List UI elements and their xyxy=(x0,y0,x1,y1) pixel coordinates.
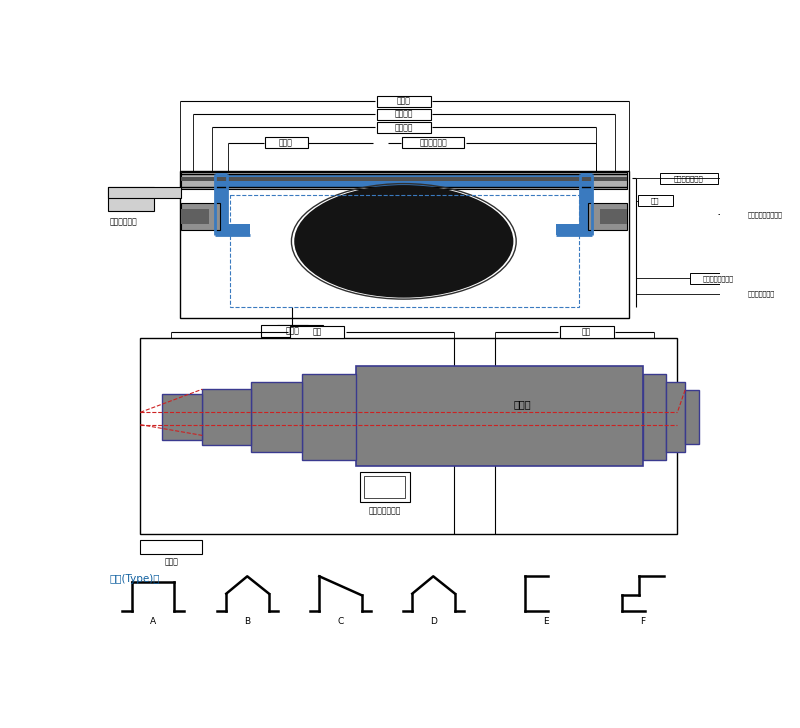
Ellipse shape xyxy=(312,194,495,288)
Ellipse shape xyxy=(315,196,492,287)
Text: F: F xyxy=(640,617,645,626)
Bar xyxy=(364,476,406,498)
Text: 轨道面至干涉物: 轨道面至干涉物 xyxy=(747,290,774,297)
Bar xyxy=(182,203,220,230)
Text: E: E xyxy=(543,617,549,626)
Bar xyxy=(377,96,431,106)
Ellipse shape xyxy=(390,234,418,248)
Text: 支架长: 支架长 xyxy=(164,557,178,566)
Ellipse shape xyxy=(305,191,502,292)
Text: A: A xyxy=(150,617,156,626)
Text: 最短: 最短 xyxy=(582,328,591,337)
Ellipse shape xyxy=(354,216,453,266)
Text: 轨道总宽: 轨道总宽 xyxy=(394,123,413,132)
Bar xyxy=(733,209,798,220)
Text: 干涉物: 干涉物 xyxy=(286,326,299,335)
Bar xyxy=(690,273,748,284)
Ellipse shape xyxy=(344,210,463,272)
Ellipse shape xyxy=(334,205,474,277)
Ellipse shape xyxy=(383,231,425,252)
Ellipse shape xyxy=(326,202,482,281)
Bar xyxy=(230,195,579,306)
Ellipse shape xyxy=(309,192,499,290)
Bar xyxy=(666,382,685,451)
Text: 工作台: 工作台 xyxy=(514,400,531,410)
Ellipse shape xyxy=(322,199,485,283)
Text: 轨道面至护罩下摆: 轨道面至护罩下摆 xyxy=(703,275,734,282)
Text: D: D xyxy=(430,617,437,626)
Ellipse shape xyxy=(337,207,470,276)
Bar xyxy=(202,389,251,445)
Bar xyxy=(214,173,227,235)
Bar xyxy=(659,173,718,183)
Ellipse shape xyxy=(398,238,410,245)
Ellipse shape xyxy=(341,209,467,274)
Bar xyxy=(377,109,431,119)
Bar xyxy=(600,209,627,224)
Ellipse shape xyxy=(348,213,460,270)
Text: C: C xyxy=(337,617,343,626)
Ellipse shape xyxy=(358,218,450,265)
Text: 型式(Type)：: 型式(Type)： xyxy=(110,574,160,584)
Text: 轨道面至护罩固定面: 轨道面至护罩固定面 xyxy=(747,211,782,218)
Text: 护罩宽度: 护罩宽度 xyxy=(394,110,413,119)
Bar xyxy=(162,394,202,440)
Bar xyxy=(214,224,250,235)
Ellipse shape xyxy=(351,214,457,269)
Ellipse shape xyxy=(330,203,478,280)
Ellipse shape xyxy=(373,225,435,258)
Bar xyxy=(580,173,592,235)
Ellipse shape xyxy=(376,227,431,256)
Ellipse shape xyxy=(380,229,428,254)
Text: 轨道宽: 轨道宽 xyxy=(279,138,293,147)
Bar xyxy=(360,472,410,502)
Ellipse shape xyxy=(362,220,446,263)
Bar xyxy=(262,325,323,337)
Ellipse shape xyxy=(369,223,438,259)
Text: 固定宽: 固定宽 xyxy=(397,97,410,106)
Bar xyxy=(214,173,592,188)
Ellipse shape xyxy=(319,198,489,285)
Bar xyxy=(559,326,614,339)
Ellipse shape xyxy=(298,187,510,296)
Bar xyxy=(290,326,344,339)
Ellipse shape xyxy=(294,185,514,298)
Text: 马达或干涉物: 马达或干涉物 xyxy=(110,218,137,226)
Text: 轨高: 轨高 xyxy=(650,197,659,204)
Text: 铝刮顺或干涉物: 铝刮顺或干涉物 xyxy=(368,507,401,515)
Bar xyxy=(356,366,642,466)
Bar xyxy=(265,138,308,149)
Bar xyxy=(108,188,154,210)
Bar xyxy=(140,338,678,534)
Bar xyxy=(733,288,790,299)
Bar xyxy=(180,170,629,318)
Text: 马达或干涉物: 马达或干涉物 xyxy=(419,138,447,147)
Bar xyxy=(402,138,464,149)
Bar xyxy=(182,177,627,181)
Ellipse shape xyxy=(366,221,442,261)
Text: B: B xyxy=(244,617,250,626)
Bar xyxy=(642,373,666,460)
Bar xyxy=(108,188,182,198)
Bar xyxy=(557,224,592,235)
Bar xyxy=(588,203,627,230)
Ellipse shape xyxy=(302,189,506,294)
Bar xyxy=(182,172,627,189)
Ellipse shape xyxy=(386,233,421,250)
Text: 轨道面至护罩高: 轨道面至护罩高 xyxy=(674,175,703,181)
Bar xyxy=(302,373,356,460)
Bar xyxy=(377,122,431,132)
Bar xyxy=(685,390,699,444)
Ellipse shape xyxy=(394,237,414,247)
Text: 最长: 最长 xyxy=(312,328,322,337)
Bar xyxy=(140,540,202,554)
Bar xyxy=(182,209,209,224)
Bar xyxy=(638,195,673,206)
Bar xyxy=(251,382,302,451)
